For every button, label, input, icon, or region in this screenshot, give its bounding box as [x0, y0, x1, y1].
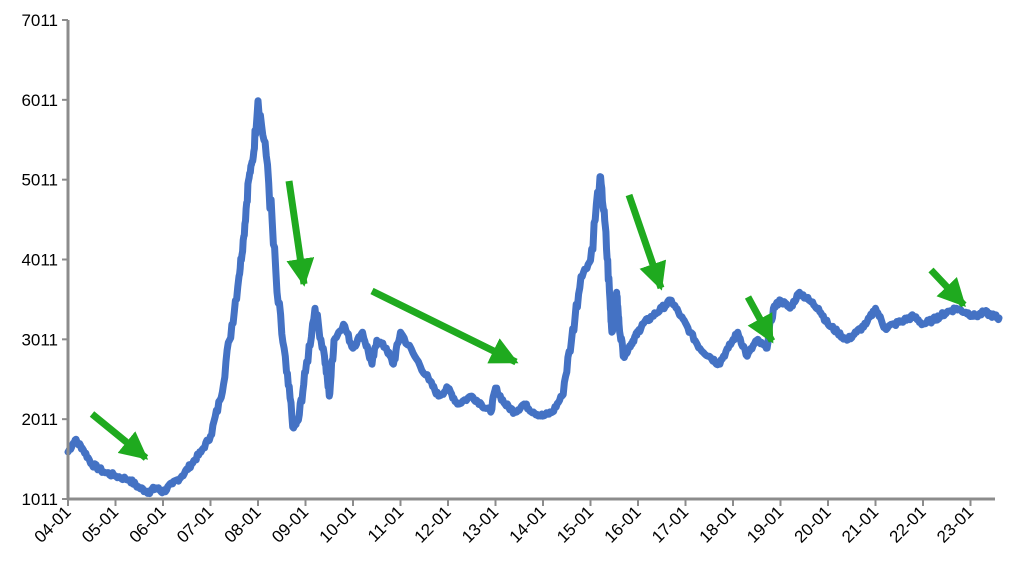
x-tick-label: 21-01: [838, 502, 882, 546]
y-axis-ticks: 1011 2011 3011 4011 5011 6011 7011: [21, 11, 68, 509]
annotation-arrow: [370, 287, 519, 366]
annotation-arrow: [285, 180, 315, 287]
x-tick-label: 10-01: [316, 502, 360, 546]
x-tick-label: 11-01: [364, 502, 407, 545]
x-tick-label: 16-01: [601, 502, 645, 546]
x-tick-label: 19-01: [743, 502, 787, 546]
x-tick-label: 04-01: [31, 502, 75, 546]
annotation-arrow: [744, 295, 776, 344]
x-tick-label: 12-01: [411, 502, 455, 546]
y-tick-label: 2011: [21, 410, 58, 429]
x-axis-ticks: 04-01 05-01 06-01 07-01 08-01 09-01 10-01 11-01…: [31, 499, 977, 547]
annotation-arrow: [928, 267, 967, 308]
x-tick-label: 14-01: [506, 502, 550, 546]
y-tick-label: 5011: [21, 171, 58, 190]
annotation-arrow: [89, 411, 149, 461]
y-tick-label: 6011: [21, 91, 58, 110]
y-tick-label: 7011: [21, 11, 58, 30]
x-tick-label: 23-01: [933, 502, 977, 546]
x-tick-label: 07-01: [173, 502, 217, 546]
x-tick-label: 18-01: [696, 502, 740, 546]
series-line: [64, 97, 1003, 498]
x-tick-label: 05-01: [78, 502, 122, 546]
annotation-arrows: [89, 180, 967, 461]
y-tick-label: 3011: [21, 330, 58, 349]
x-tick-label: 13-01: [458, 502, 502, 546]
x-tick-label: 20-01: [791, 502, 835, 546]
x-tick-label: 08-01: [221, 502, 265, 546]
x-tick-label: 06-01: [126, 502, 170, 546]
y-tick-label: 1011: [21, 490, 58, 509]
y-tick-label: 4011: [21, 251, 58, 270]
x-tick-label: 17-01: [648, 502, 692, 546]
x-tick-label: 09-01: [268, 502, 312, 546]
annotation-arrow: [625, 193, 667, 291]
x-tick-label: 22-01: [886, 502, 930, 546]
x-tick-label: 15-01: [553, 502, 597, 546]
